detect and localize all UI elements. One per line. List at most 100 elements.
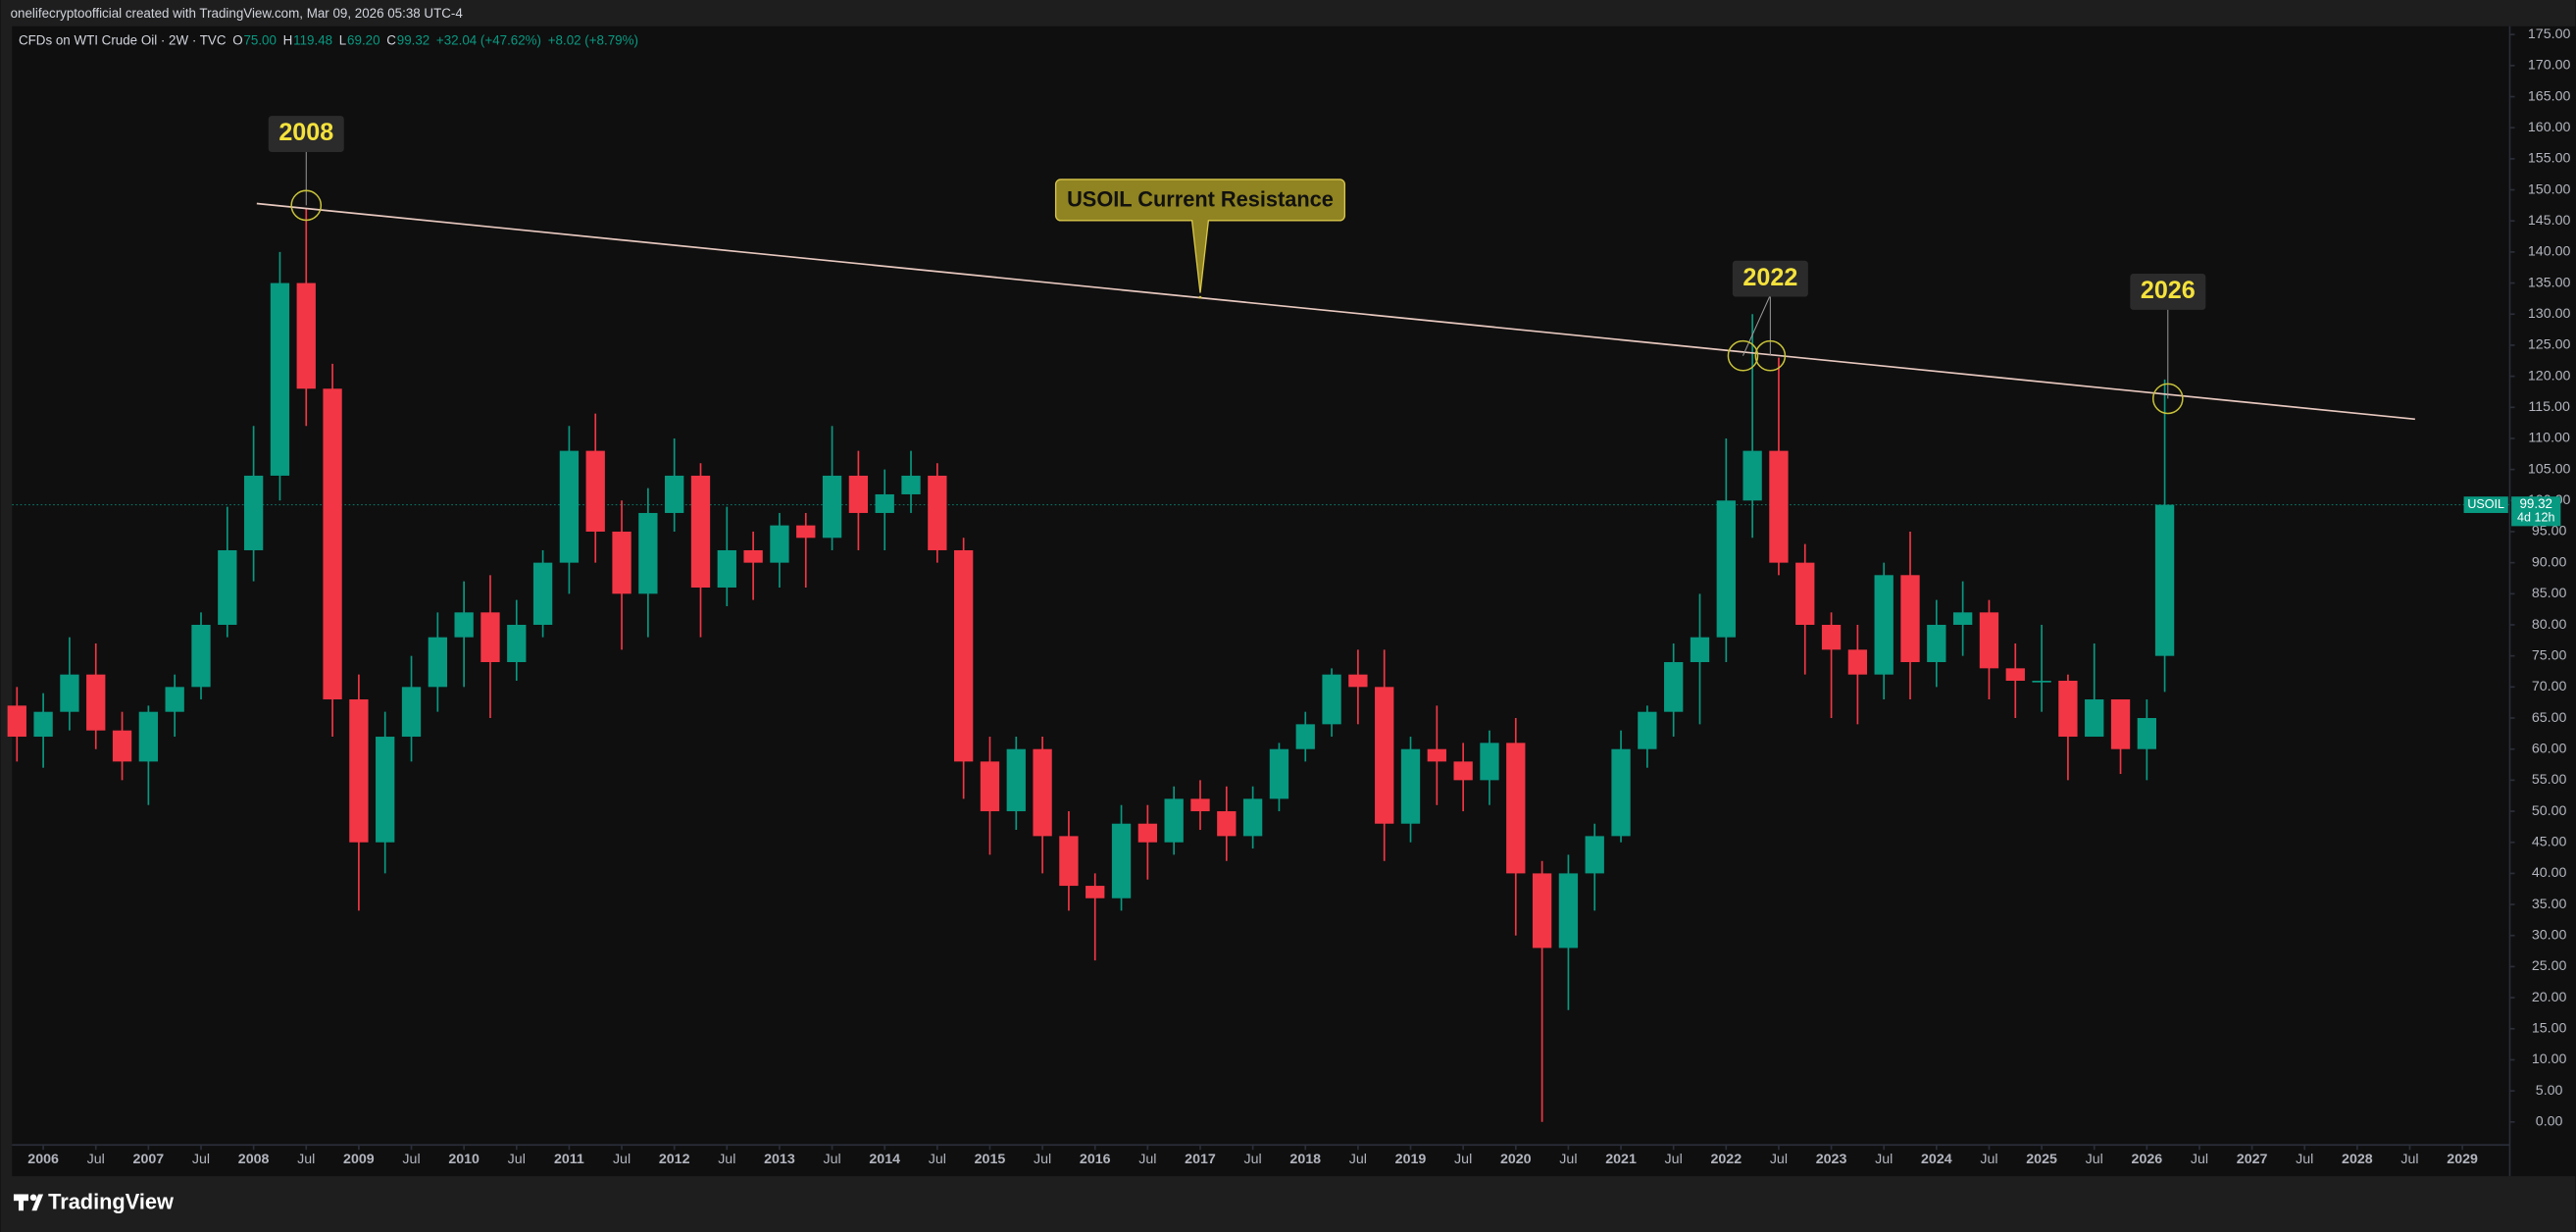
candle-body xyxy=(1795,562,1815,625)
y-tick-label: 115.00 xyxy=(2528,399,2570,415)
candle-body xyxy=(2005,668,2025,682)
candle-body xyxy=(1979,612,1999,669)
y-tick-label: 155.00 xyxy=(2528,151,2571,167)
candle-body xyxy=(2032,681,2051,683)
candle-body xyxy=(480,612,500,663)
x-tick-label: Jul xyxy=(1980,1152,1997,1167)
y-tick-label: 140.00 xyxy=(2528,244,2571,260)
x-tick-label: 2006 xyxy=(27,1152,59,1167)
brand: TradingView xyxy=(48,1189,174,1213)
candle-body xyxy=(1375,687,1394,824)
x-tick-label: Jul xyxy=(192,1152,210,1167)
x-tick-label: 2018 xyxy=(1289,1152,1321,1167)
annotation-circle xyxy=(2151,383,2184,415)
x-tick-label: 2013 xyxy=(764,1152,795,1167)
annotation-label: 2008 xyxy=(278,119,333,146)
x-tick-label: Jul xyxy=(1875,1152,1893,1167)
candle-body xyxy=(953,549,974,762)
candle-body xyxy=(1769,450,1789,563)
annotation-label: 2026 xyxy=(2141,277,2196,304)
x-tick-label: 2027 xyxy=(2237,1152,2268,1167)
candle-body xyxy=(86,674,106,731)
candle-body xyxy=(559,450,580,563)
candle-body xyxy=(1059,836,1079,887)
legend-item: +8.02 (+8.79%) xyxy=(548,32,638,47)
header: onelifecryptoofficial created with Tradi… xyxy=(11,6,464,21)
candle-body xyxy=(138,711,159,762)
candle-body xyxy=(1664,662,1684,712)
y-tick-label: 125.00 xyxy=(2528,337,2571,353)
y-tick-label: 65.00 xyxy=(2532,710,2567,726)
candle-body xyxy=(1295,724,1315,749)
candle-body xyxy=(1532,873,1552,949)
candle-body xyxy=(2058,681,2078,738)
annotation-box xyxy=(268,116,344,152)
legend-item: 119.48 xyxy=(293,32,332,47)
candle-body xyxy=(665,475,684,513)
candle-body xyxy=(532,562,553,625)
candle-body xyxy=(770,525,789,563)
legend-item: O xyxy=(232,32,242,47)
y-tick-label: 0.00 xyxy=(2536,1114,2563,1130)
y-tick-label: 30.00 xyxy=(2532,928,2567,944)
candle-body xyxy=(165,687,184,712)
x-tick-label: Jul xyxy=(823,1152,840,1167)
x-tick-label: Jul xyxy=(2086,1152,2103,1167)
candle-body xyxy=(33,711,53,738)
x-tick-label: 2021 xyxy=(1605,1152,1637,1167)
x-tick-label: 2020 xyxy=(1500,1152,1532,1167)
annotation-stem xyxy=(1743,294,1771,356)
x-tick-label: Jul xyxy=(2296,1152,2313,1167)
x-tick-label: 2008 xyxy=(238,1152,270,1167)
x-tick-label: 2009 xyxy=(343,1152,375,1167)
legend: CFDs on WTI Crude Oil · 2W · TVC O 75.00 H 1… xyxy=(19,32,638,47)
y-tick-label: 85.00 xyxy=(2532,586,2567,601)
candle-body xyxy=(1033,748,1052,837)
y-tick-label: 130.00 xyxy=(2528,306,2571,322)
candle-body xyxy=(1322,674,1341,725)
x-tick-label: Jul xyxy=(1034,1152,1051,1167)
x-tick-label: 2019 xyxy=(1395,1152,1427,1167)
candle-body xyxy=(323,388,342,700)
y-tick-label: 105.00 xyxy=(2528,461,2571,477)
candle-body xyxy=(1348,674,1368,688)
y-tick-label: 135.00 xyxy=(2528,275,2571,290)
candle-body xyxy=(848,475,869,513)
x-tick-label: Jul xyxy=(1349,1152,1367,1167)
candle-body xyxy=(1716,500,1736,638)
x-tick-label: Jul xyxy=(508,1152,526,1167)
y-tick-label: 165.00 xyxy=(2528,88,2571,104)
candle-body xyxy=(1164,798,1184,843)
candle-body xyxy=(1558,873,1579,949)
candle-body xyxy=(1137,823,1158,843)
candle-body xyxy=(1638,711,1657,749)
x-tick-label: 2007 xyxy=(133,1152,165,1167)
legend-item: H xyxy=(283,32,293,47)
candle-body xyxy=(191,624,211,688)
candle-body xyxy=(1506,743,1526,874)
x-tick-label: Jul xyxy=(297,1152,315,1167)
candle-body xyxy=(638,512,658,594)
annotation-label: 2022 xyxy=(1743,264,1797,291)
candle-body xyxy=(796,525,816,539)
candle-body xyxy=(901,475,921,494)
candle-body xyxy=(2154,504,2175,656)
y-tick-label: 55.00 xyxy=(2532,772,2567,788)
x-tick-label: Jul xyxy=(2191,1152,2208,1167)
y-tick-label: 45.00 xyxy=(2532,834,2567,849)
x-tick-label: 2029 xyxy=(2447,1152,2478,1167)
y-tick-label: 5.00 xyxy=(2536,1083,2563,1099)
candle-body xyxy=(1400,748,1421,824)
candle-body xyxy=(428,637,447,688)
y-tick-label: 170.00 xyxy=(2528,58,2571,74)
y-tick-label: 10.00 xyxy=(2532,1052,2567,1067)
legend-item: 99.32 xyxy=(397,32,429,47)
price-tag-symbol: USOIL xyxy=(2467,497,2504,511)
y-tick-label: 50.00 xyxy=(2532,803,2567,819)
y-tick-label: 120.00 xyxy=(2528,368,2571,384)
x-tick-label: Jul xyxy=(1665,1152,1683,1167)
candle-body xyxy=(349,699,369,843)
y-tick-label: 75.00 xyxy=(2532,647,2567,663)
legend-item: C xyxy=(386,32,396,47)
x-tick-label: Jul xyxy=(1770,1152,1788,1167)
